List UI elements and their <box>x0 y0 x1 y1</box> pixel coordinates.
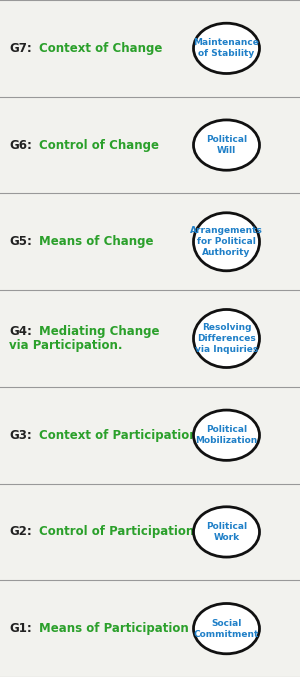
Text: Will: Will <box>217 146 236 155</box>
Ellipse shape <box>194 309 260 368</box>
Text: Work: Work <box>213 533 240 542</box>
Text: Political: Political <box>206 425 247 434</box>
Ellipse shape <box>194 410 260 460</box>
Text: G2:: G2: <box>9 525 32 538</box>
Text: Context of Participation: Context of Participation <box>39 429 198 441</box>
Text: Mediating Change: Mediating Change <box>39 325 160 338</box>
Ellipse shape <box>194 213 260 271</box>
Ellipse shape <box>194 603 260 654</box>
Text: Control of Change: Control of Change <box>39 139 159 152</box>
Text: Social: Social <box>211 619 242 628</box>
Text: Political: Political <box>206 135 247 144</box>
Text: Authority: Authority <box>202 248 251 257</box>
Text: Maintenance: Maintenance <box>194 39 260 47</box>
Text: Resolving: Resolving <box>202 323 251 332</box>
Text: for Political: for Political <box>197 237 256 246</box>
Text: Political: Political <box>206 522 247 531</box>
Ellipse shape <box>194 120 260 170</box>
Text: G4:: G4: <box>9 325 32 338</box>
Text: via Inquiries: via Inquiries <box>195 345 258 354</box>
Text: Differences: Differences <box>197 334 256 343</box>
Text: G7:: G7: <box>9 42 32 55</box>
Text: Mobilization: Mobilization <box>195 436 258 445</box>
Text: Commitment: Commitment <box>194 630 259 638</box>
Text: Context of Change: Context of Change <box>39 42 162 55</box>
Text: via Participation.: via Participation. <box>9 338 122 352</box>
Ellipse shape <box>194 23 260 74</box>
Text: G6:: G6: <box>9 139 32 152</box>
Text: Means of Participation: Means of Participation <box>39 622 189 635</box>
Text: Arrangements: Arrangements <box>190 226 263 235</box>
Text: G3:: G3: <box>9 429 32 441</box>
Text: G5:: G5: <box>9 236 32 248</box>
Text: Means of Change: Means of Change <box>39 236 154 248</box>
Text: Control of Participation: Control of Participation <box>39 525 194 538</box>
Text: of Stability: of Stability <box>198 49 255 58</box>
Ellipse shape <box>194 507 260 557</box>
Text: G1:: G1: <box>9 622 32 635</box>
